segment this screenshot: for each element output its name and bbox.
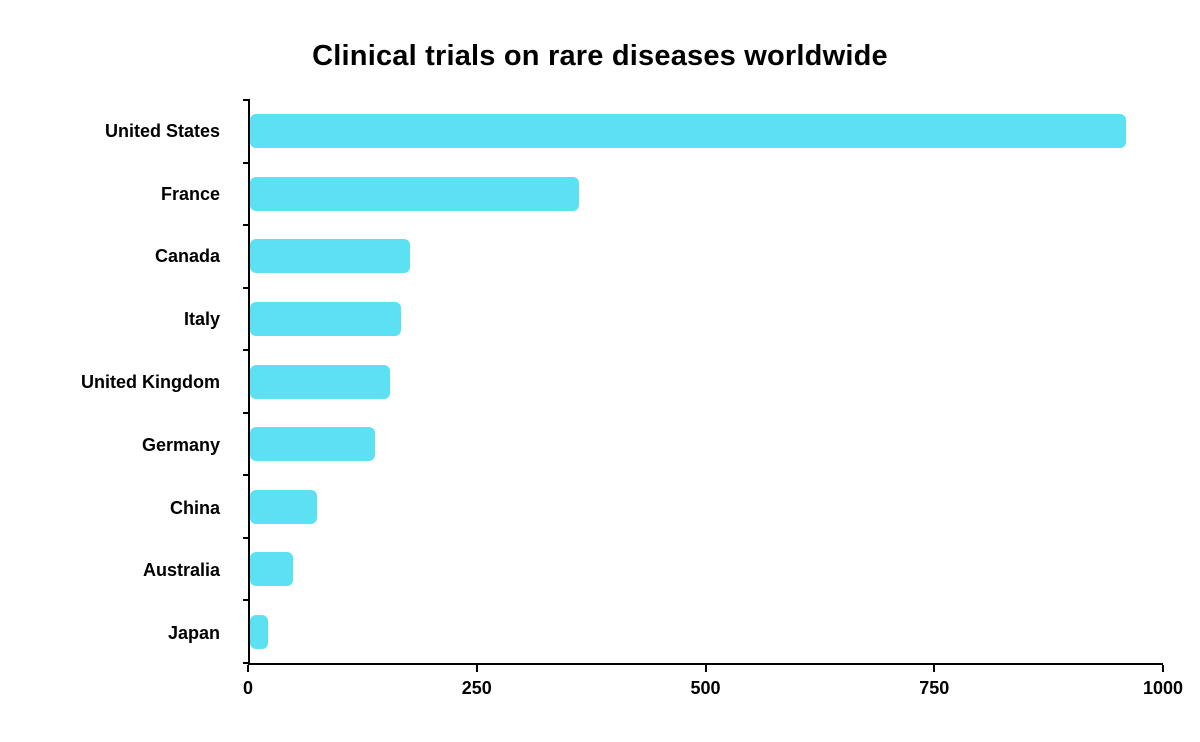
y-axis-tick: [243, 474, 250, 477]
x-axis-tick: 250: [462, 665, 492, 699]
x-tick-label: 1000: [1142, 678, 1184, 698]
category-label: Japan: [167, 623, 220, 644]
bar-canada: [250, 239, 410, 274]
bar-row: [250, 475, 1163, 538]
y-axis-tick: [243, 599, 250, 602]
bar-italy: [250, 301, 401, 336]
x-tick-mark: [475, 665, 478, 672]
y-axis-tick: [243, 99, 250, 101]
category-label: Australia: [142, 560, 220, 581]
x-axis-tick: 0: [243, 665, 253, 699]
bar-france: [250, 176, 579, 211]
y-axis-tick: [243, 286, 250, 289]
x-axis-tick: 750: [919, 665, 949, 699]
bar-row: [250, 601, 1163, 664]
bar-japan: [250, 614, 269, 649]
bar-row: [250, 225, 1163, 288]
x-tick-label: 750: [919, 678, 950, 698]
category-label: France: [160, 183, 220, 204]
plot-area: [243, 99, 1163, 665]
bar-row: [250, 100, 1163, 163]
category-label: Canada: [154, 246, 220, 267]
category-label: Italy: [183, 309, 220, 330]
y-axis-tick: [243, 662, 250, 664]
category-label: China: [169, 497, 220, 518]
bar-united-states: [250, 114, 1127, 149]
x-tick-mark: [1161, 665, 1164, 672]
category-label: United Kingdom: [81, 372, 220, 393]
bar-rows-container: [250, 100, 1163, 663]
bar-germany: [250, 427, 376, 462]
bar-row: [250, 538, 1163, 601]
y-axis-tick: [243, 224, 250, 227]
y-axis-labels: United States France Canada Italy United Kin…: [0, 100, 234, 665]
chart-title: Clinical trials on rare diseases worldwi…: [312, 40, 888, 72]
bar-row: [250, 413, 1163, 476]
y-axis-tick: [243, 411, 250, 414]
x-tick-mark: [246, 665, 249, 672]
y-axis-tick: [243, 536, 250, 539]
y-axis-tick: [243, 161, 250, 164]
bar-australia: [250, 552, 293, 587]
x-tick-label: 500: [690, 678, 721, 698]
x-axis: 0 250 500 750 1000: [243, 665, 1183, 715]
category-label: United States: [104, 120, 220, 141]
category-label: Germany: [141, 434, 220, 455]
bar-row: [250, 163, 1163, 226]
x-axis-tick: 500: [690, 665, 721, 699]
x-tick-mark: [704, 665, 707, 672]
bar-row: [250, 288, 1163, 351]
bar-united-kingdom: [250, 364, 390, 399]
bar-china: [250, 489, 317, 524]
x-tick-mark: [933, 665, 936, 672]
x-axis-tick: 1000: [1143, 665, 1183, 699]
y-axis-tick: [243, 349, 250, 352]
x-tick-label: 250: [461, 678, 492, 698]
bar-row: [250, 350, 1163, 413]
x-tick-label: 0: [242, 678, 254, 698]
